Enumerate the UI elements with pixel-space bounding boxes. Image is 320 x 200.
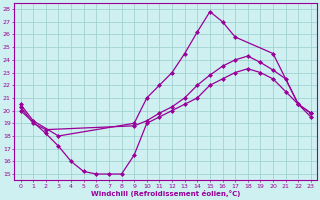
- X-axis label: Windchill (Refroidissement éolien,°C): Windchill (Refroidissement éolien,°C): [91, 190, 240, 197]
